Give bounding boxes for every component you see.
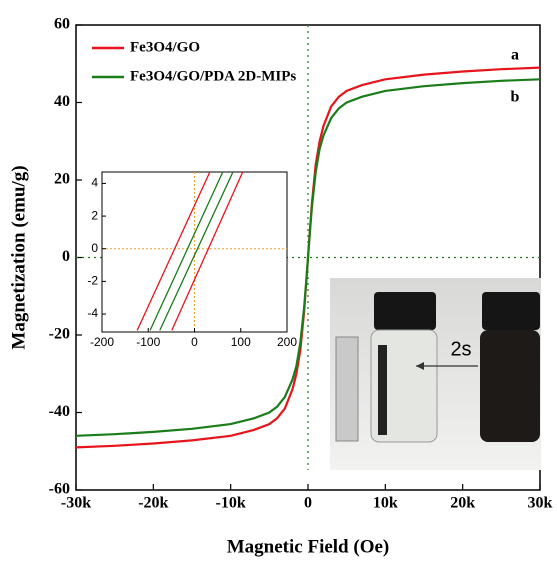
- y-tick-label: -40: [49, 403, 70, 420]
- inset-plot: -4 -2 0 2 4 -200 -100 0 100 200: [87, 167, 297, 349]
- curve-label: a: [511, 47, 519, 64]
- y-tick-label: 20: [54, 171, 70, 188]
- x-tick-label: -20k: [138, 495, 168, 512]
- legend-label: Fe3O4/GO: [130, 39, 200, 55]
- inset-x-tick-label: -200: [90, 335, 114, 349]
- legend-label: Fe3O4/GO/PDA 2D-MIPs: [130, 68, 296, 84]
- x-tick-label: 10k: [373, 495, 398, 512]
- inset-x-tick-label: -100: [136, 335, 160, 349]
- vial-cap: [374, 292, 436, 330]
- inset-y-tick-label: 0: [91, 241, 98, 255]
- x-tick-label: 0: [304, 495, 312, 512]
- curve-label: b: [511, 89, 520, 106]
- x-axis-title: Magnetic Field (Oe): [227, 536, 390, 557]
- photo-label: 2s: [450, 338, 471, 360]
- photo-inset: 2s: [330, 278, 541, 470]
- y-tick-label: 60: [54, 16, 70, 33]
- figure: -60-40-200204060-30k-20k-10k010k20k30kMa…: [0, 0, 557, 566]
- inset-x-tick-label: 100: [231, 335, 251, 349]
- y-axis-title: Magnetization (emu/g): [8, 165, 29, 349]
- inset-y-tick-label: 4: [91, 176, 98, 190]
- y-tick-label: 40: [54, 93, 70, 110]
- x-tick-label: -10k: [216, 495, 246, 512]
- particles: [378, 345, 387, 435]
- inset-y-tick-label: 2: [91, 208, 98, 222]
- inset-x-tick-label: 0: [191, 335, 198, 349]
- x-tick-label: -30k: [61, 495, 91, 512]
- x-tick-label: 20k: [450, 495, 475, 512]
- magnet: [336, 337, 358, 441]
- y-tick-label: -20: [49, 326, 70, 343]
- x-tick-label: 30k: [528, 495, 553, 512]
- inset-y-tick-label: -4: [87, 306, 98, 320]
- vial-cap: [482, 292, 540, 330]
- vial-dark: [480, 330, 540, 442]
- inset-x-tick-label: 200: [277, 335, 297, 349]
- y-tick-label: 0: [62, 248, 70, 265]
- inset-y-tick-label: -2: [87, 274, 98, 288]
